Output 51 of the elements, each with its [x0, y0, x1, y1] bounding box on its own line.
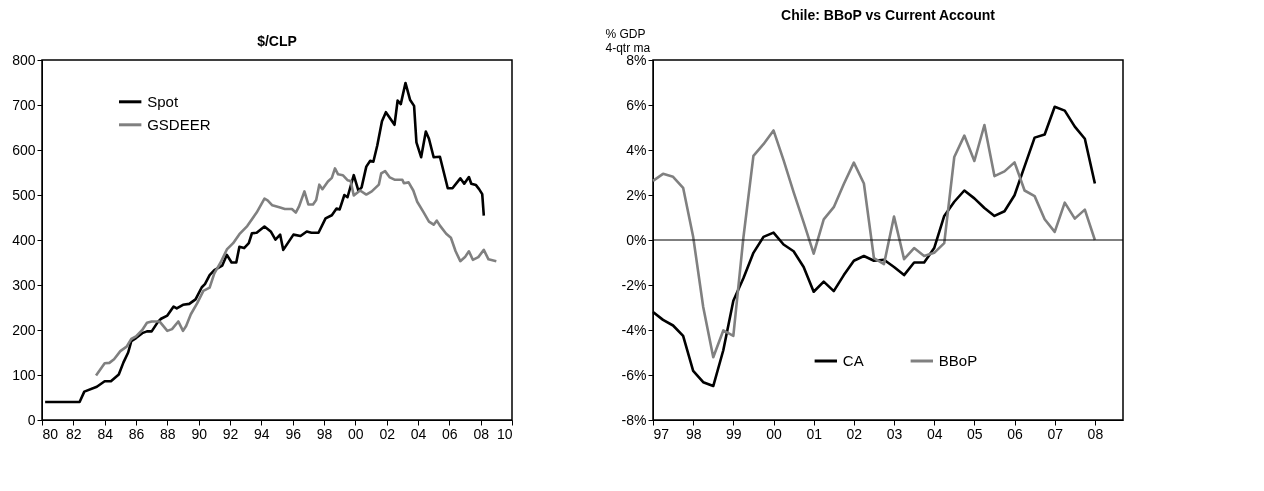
y-tick-label: -4%	[621, 321, 647, 338]
y-tick-label: -2%	[621, 276, 647, 293]
x-tick-label: 08	[1087, 425, 1104, 442]
y-tick-label: 800	[12, 51, 36, 68]
y-tick-label: 400	[12, 231, 36, 248]
x-tick-label: 07	[1047, 425, 1064, 442]
x-tick-label: 00	[348, 425, 364, 442]
y-tick-label: -6%	[621, 366, 647, 383]
x-tick-label: 04	[410, 425, 427, 442]
x-tick-label: 08	[473, 425, 490, 442]
x-tick-label: 97	[653, 425, 670, 442]
x-tick-label: 03	[886, 425, 903, 442]
y-tick-label: 600	[12, 141, 36, 158]
x-tick-label: 84	[97, 425, 114, 442]
chart-title: Chile: BBoP vs Current Account	[781, 7, 996, 23]
x-tick-label: 96	[285, 425, 302, 442]
y-tick-label: -8%	[621, 411, 647, 428]
x-tick-label: 10	[496, 425, 513, 442]
x-tick-label: 02	[379, 425, 396, 442]
x-tick-label: 06	[442, 425, 458, 442]
y-tick-label: 100	[12, 366, 36, 383]
x-tick-label: 04	[926, 425, 943, 442]
y-tick-label: 4%	[626, 141, 647, 158]
y-tick-label: 200	[12, 321, 36, 338]
x-tick-label: 86	[128, 425, 145, 442]
x-tick-label: 88	[160, 425, 176, 442]
y-tick-label: 300	[12, 276, 36, 293]
y-tick-label: 6%	[626, 96, 647, 113]
x-tick-label: 99	[726, 425, 742, 442]
legend-label: Spot	[147, 92, 179, 110]
x-tick-label: 82	[66, 425, 82, 442]
y-tick-label: 2%	[626, 186, 647, 203]
y-tick-label: 0%	[626, 231, 647, 248]
x-tick-label: 06	[1007, 425, 1024, 442]
x-tick-label: 00	[766, 425, 783, 442]
x-tick-label: 92	[222, 425, 239, 442]
y-tick-label: 500	[12, 186, 36, 203]
x-tick-label: 01	[806, 425, 823, 442]
x-tick-label: 94	[254, 425, 270, 442]
y-tick-label: 700	[12, 96, 36, 113]
legend-label: CA	[842, 352, 864, 369]
x-tick-label: 98	[316, 425, 333, 442]
x-tick-label: 80	[42, 425, 59, 442]
x-tick-label: 98	[685, 425, 702, 442]
x-tick-label: 05	[967, 425, 983, 442]
legend-label: GSDEER	[147, 115, 211, 133]
legend-label: BBoP	[938, 352, 978, 369]
y-tick-label: 0	[27, 411, 36, 428]
x-tick-label: 90	[191, 425, 208, 442]
chart-title: $/CLP	[257, 33, 297, 49]
x-tick-label: 02	[846, 425, 863, 442]
